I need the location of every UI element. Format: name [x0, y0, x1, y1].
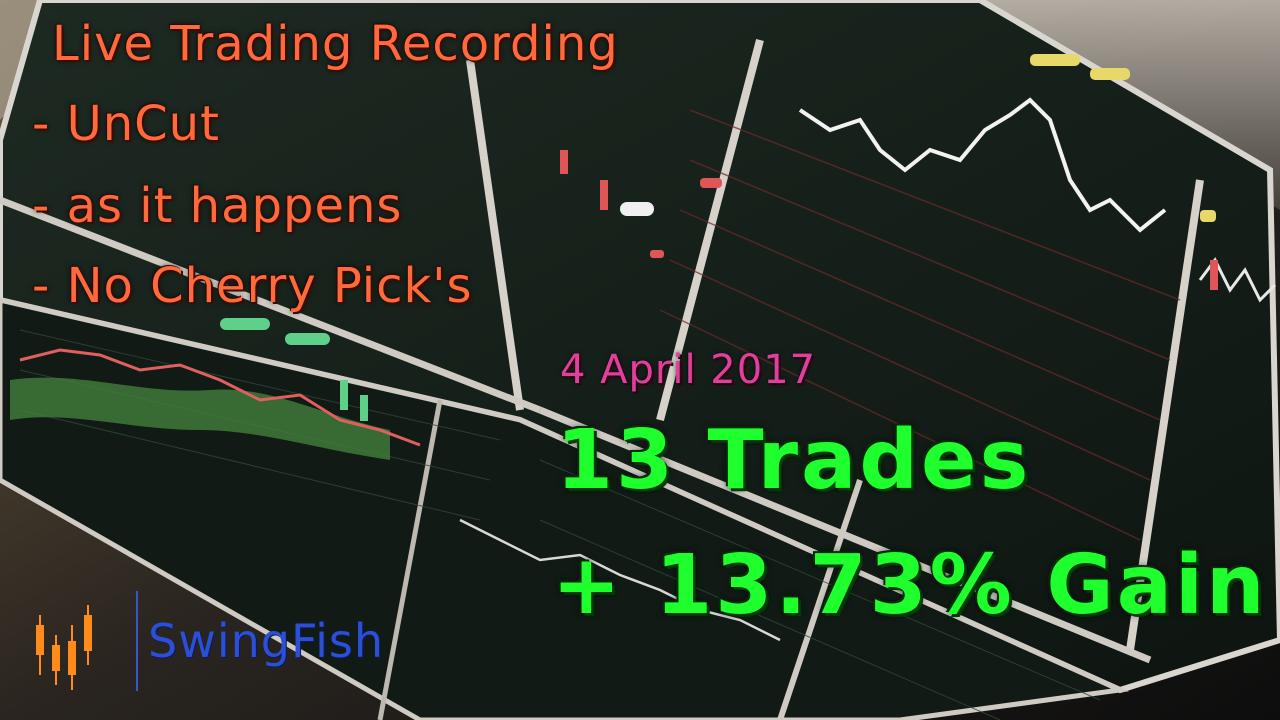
- logo-divider: [136, 591, 138, 691]
- headline-line-as-it-happens: - as it happens: [32, 178, 403, 234]
- gain-percent: + 13.73% Gain: [552, 538, 1268, 633]
- recording-date: 4 April 2017: [560, 347, 817, 393]
- candlestick-bars-icon: [36, 605, 92, 690]
- logo-wordmark: SwingFish: [148, 614, 384, 668]
- trades-count: 13 Trades: [556, 413, 1032, 508]
- headline-line-no-cherry-picks: - No Cherry Pick's: [32, 258, 473, 314]
- headline-line-uncut: - UnCut: [32, 96, 220, 152]
- headline-title: Live Trading Recording: [52, 16, 619, 72]
- swingfish-logo: SwingFish: [32, 585, 432, 695]
